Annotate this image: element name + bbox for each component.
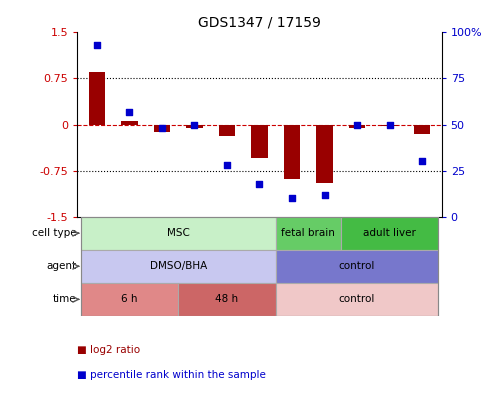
Text: adult liver: adult liver <box>363 228 416 238</box>
Point <box>288 195 296 202</box>
Text: ■ log2 ratio: ■ log2 ratio <box>77 345 141 355</box>
Bar <box>276 217 341 250</box>
Bar <box>251 125 267 158</box>
Text: time: time <box>53 294 77 305</box>
Bar <box>186 125 203 128</box>
Bar <box>81 217 276 250</box>
Point <box>93 42 101 49</box>
Bar <box>381 125 398 126</box>
Bar <box>349 125 365 128</box>
Bar <box>284 125 300 179</box>
Text: ■ percentile rank within the sample: ■ percentile rank within the sample <box>77 370 266 379</box>
Bar <box>154 125 170 132</box>
Bar <box>414 125 430 134</box>
Text: 48 h: 48 h <box>216 294 239 305</box>
Bar <box>276 250 438 283</box>
Text: fetal brain: fetal brain <box>281 228 335 238</box>
Text: cell type: cell type <box>32 228 77 238</box>
Text: DMSO/BHA: DMSO/BHA <box>150 261 207 271</box>
Point <box>353 122 361 128</box>
Bar <box>81 250 276 283</box>
Point <box>255 180 263 187</box>
Text: 6 h: 6 h <box>121 294 138 305</box>
Bar <box>276 283 438 316</box>
Point <box>418 158 426 165</box>
Bar <box>316 125 333 183</box>
Bar <box>341 217 438 250</box>
Text: agent: agent <box>46 261 77 271</box>
Point <box>191 122 199 128</box>
Bar <box>178 283 276 316</box>
Title: GDS1347 / 17159: GDS1347 / 17159 <box>198 16 321 30</box>
Point <box>320 191 328 198</box>
Text: control: control <box>339 294 375 305</box>
Point <box>158 125 166 132</box>
Bar <box>89 72 105 125</box>
Bar <box>121 122 138 125</box>
Text: control: control <box>339 261 375 271</box>
Point <box>223 162 231 168</box>
Bar <box>81 283 178 316</box>
Text: MSC: MSC <box>167 228 190 238</box>
Bar <box>219 125 235 136</box>
Point <box>386 122 394 128</box>
Point <box>125 109 133 115</box>
